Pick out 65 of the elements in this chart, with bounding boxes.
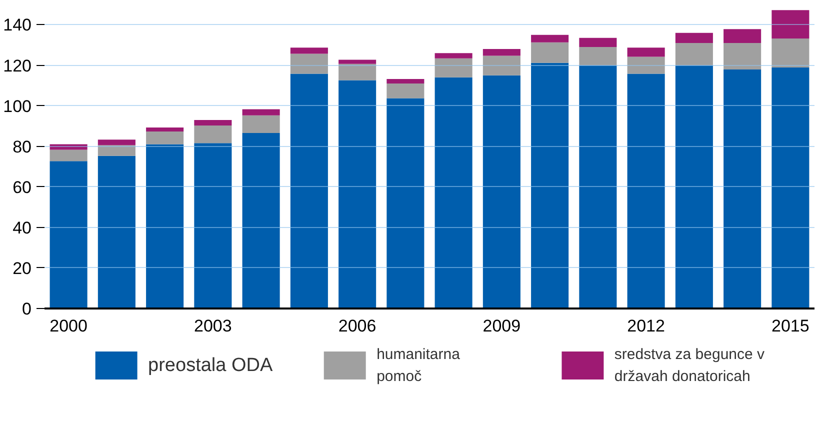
bar bbox=[627, 56, 665, 74]
bar bbox=[531, 62, 569, 308]
y-tick-label: 80 bbox=[12, 137, 32, 156]
y-tick-label: 20 bbox=[12, 258, 32, 278]
y-tick-label: 40 bbox=[12, 218, 32, 238]
bar bbox=[290, 48, 328, 54]
legend-label: sredstva za begunce v državah donatoricah bbox=[614, 346, 766, 386]
bar bbox=[50, 150, 88, 162]
bar bbox=[194, 143, 232, 308]
bar bbox=[724, 29, 762, 43]
bar bbox=[482, 49, 520, 56]
bar bbox=[146, 144, 184, 308]
bar bbox=[50, 161, 88, 308]
x-tick-label: 2012 bbox=[627, 316, 665, 336]
bar bbox=[338, 80, 376, 308]
bar bbox=[386, 84, 424, 98]
bar bbox=[434, 77, 472, 308]
bar bbox=[675, 65, 713, 308]
x-tick-label: 2009 bbox=[482, 316, 521, 336]
bar bbox=[772, 38, 810, 68]
bar bbox=[290, 54, 328, 74]
bar bbox=[194, 125, 232, 144]
bar bbox=[579, 65, 617, 308]
bar bbox=[724, 42, 762, 70]
y-tick-label: 120 bbox=[3, 56, 32, 76]
bar bbox=[146, 132, 184, 144]
bar bbox=[627, 48, 665, 57]
bar bbox=[386, 79, 424, 84]
bar bbox=[482, 56, 520, 76]
y-tick-label: 140 bbox=[3, 16, 32, 35]
bar bbox=[675, 42, 713, 66]
bar bbox=[194, 120, 232, 126]
y-tick-label: 60 bbox=[12, 178, 32, 197]
y-tick-label: 100 bbox=[3, 96, 32, 116]
bar bbox=[434, 53, 472, 58]
y-tick-label: 0 bbox=[22, 300, 32, 318]
bar bbox=[531, 42, 569, 63]
bar bbox=[482, 75, 520, 308]
x-tick-label: 2000 bbox=[50, 316, 88, 336]
bar bbox=[290, 74, 328, 308]
bar bbox=[627, 74, 665, 308]
bar bbox=[579, 38, 617, 48]
bar bbox=[386, 98, 424, 308]
bar bbox=[724, 70, 762, 308]
bar bbox=[338, 64, 376, 80]
x-tick-label: 2006 bbox=[338, 316, 376, 336]
bar bbox=[579, 47, 617, 66]
bar bbox=[98, 140, 136, 146]
bar bbox=[434, 58, 472, 78]
bar bbox=[98, 156, 136, 308]
bar bbox=[242, 109, 280, 116]
bar bbox=[98, 145, 136, 156]
x-tick-label: 2015 bbox=[772, 316, 810, 336]
bar bbox=[675, 32, 713, 43]
bar bbox=[50, 144, 88, 150]
bar bbox=[338, 60, 376, 64]
legend-label: humanitarna pomoč bbox=[376, 346, 461, 386]
legend-label: preostala ODA bbox=[148, 355, 273, 376]
bar bbox=[772, 67, 810, 308]
bar bbox=[242, 115, 280, 133]
bar bbox=[531, 34, 569, 42]
bar bbox=[772, 10, 810, 38]
bar bbox=[146, 127, 184, 132]
x-tick-label: 2003 bbox=[194, 316, 232, 336]
bar bbox=[242, 132, 280, 308]
